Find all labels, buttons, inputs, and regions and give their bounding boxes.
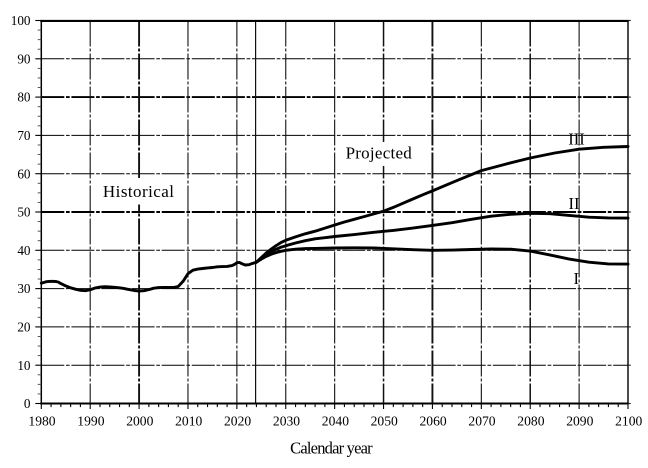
svg-text:II: II — [569, 194, 580, 213]
svg-text:2020: 2020 — [224, 413, 251, 428]
svg-text:2040: 2040 — [322, 413, 349, 428]
svg-text:III: III — [568, 129, 584, 148]
svg-text:2100: 2100 — [615, 413, 642, 428]
svg-text:80: 80 — [17, 90, 31, 105]
svg-text:2000: 2000 — [126, 413, 153, 428]
svg-text:60: 60 — [17, 166, 31, 181]
svg-text:2030: 2030 — [273, 413, 300, 428]
svg-text:Projected: Projected — [346, 144, 413, 163]
svg-text:2050: 2050 — [371, 413, 398, 428]
svg-text:2090: 2090 — [566, 413, 593, 428]
svg-text:2080: 2080 — [517, 413, 544, 428]
svg-text:20: 20 — [17, 320, 31, 335]
svg-text:Historical: Historical — [103, 182, 175, 201]
svg-text:40: 40 — [17, 243, 31, 258]
svg-text:Calendar year: Calendar year — [290, 439, 373, 458]
svg-text:2060: 2060 — [420, 413, 447, 428]
svg-text:2010: 2010 — [175, 413, 202, 428]
svg-text:30: 30 — [17, 281, 31, 296]
svg-text:2070: 2070 — [468, 413, 495, 428]
svg-text:100: 100 — [11, 13, 31, 28]
svg-text:1990: 1990 — [77, 413, 104, 428]
svg-text:90: 90 — [17, 51, 31, 66]
svg-text:I: I — [574, 269, 580, 288]
svg-text:10: 10 — [17, 358, 31, 373]
svg-text:0: 0 — [24, 396, 31, 411]
svg-text:50: 50 — [17, 205, 31, 220]
svg-text:1980: 1980 — [28, 413, 55, 428]
svg-text:70: 70 — [17, 128, 31, 143]
